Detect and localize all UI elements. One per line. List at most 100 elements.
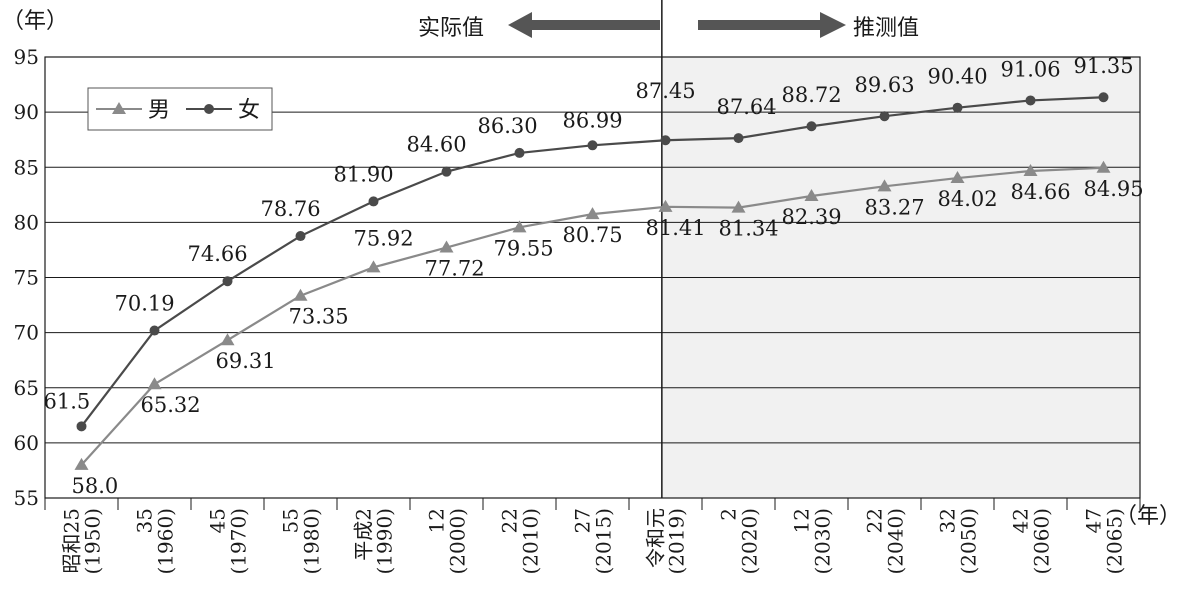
data-point	[439, 240, 454, 253]
x-tick-label: 令和元(2019)	[644, 508, 689, 575]
x-tick-label-era: 42	[1009, 508, 1033, 533]
data-label: 84.95	[1084, 177, 1144, 201]
data-point	[879, 111, 890, 122]
data-label: 87.64	[717, 95, 777, 119]
x-tick-label-era: 昭和25	[60, 508, 84, 573]
data-label: 91.35	[1074, 54, 1134, 78]
data-label: 83.27	[865, 195, 925, 219]
x-tick-label-era: 2	[717, 508, 741, 521]
data-label: 81.41	[646, 216, 706, 240]
legend-triangle-marker	[112, 102, 126, 114]
x-tick-label-year: (2040)	[884, 508, 908, 575]
data-point	[950, 171, 965, 184]
legend-label-male: 男	[148, 98, 170, 123]
x-tick-label: 47(2065)	[1082, 508, 1127, 575]
data-label: 89.63	[855, 73, 915, 97]
data-point	[147, 377, 162, 390]
data-point	[733, 133, 744, 144]
x-tick-label-era: 22	[863, 508, 887, 533]
data-label: 90.40	[928, 65, 988, 89]
data-label: 58.0	[72, 474, 119, 498]
x-tick-label-era: 27	[571, 508, 595, 533]
data-point	[1096, 160, 1111, 173]
x-tick-label: 平成2(1990)	[352, 508, 397, 575]
data-label: 70.19	[115, 292, 175, 316]
x-tick-label-year: (2020)	[738, 508, 762, 575]
y-tick-label: 55	[14, 486, 39, 510]
y-tick-label: 65	[14, 376, 39, 400]
x-tick-label-year: (2050)	[957, 508, 981, 575]
data-label: 75.92	[354, 226, 414, 250]
data-point	[76, 421, 87, 432]
y-tick-label: 90	[14, 100, 39, 124]
data-point	[1023, 163, 1038, 176]
left-arrow-icon	[508, 12, 660, 38]
x-tick-label-era: 47	[1082, 508, 1106, 533]
x-tick-label-year: (1980)	[300, 508, 324, 575]
data-label: 84.66	[1011, 180, 1071, 204]
x-tick-label-year: (2019)	[665, 508, 689, 575]
x-axis-unit-label: （年）	[1115, 504, 1181, 529]
y-tick-label: 75	[14, 266, 39, 290]
actual-values-header: 实际值	[418, 16, 484, 41]
x-tick-label-year: (1970)	[227, 508, 251, 575]
data-label: 84.02	[938, 187, 998, 211]
data-label: 77.72	[425, 257, 485, 281]
data-point	[512, 220, 527, 233]
data-point	[220, 333, 235, 346]
x-tick-label: 45(1970)	[206, 508, 251, 575]
data-label: 86.30	[478, 114, 538, 138]
data-label: 86.99	[563, 108, 623, 132]
data-label: 87.45	[636, 79, 696, 103]
series-layer: 58.0 65.32 69.31 73.35 75.92 77.72 79.55 80.75 8…	[44, 54, 1144, 498]
data-point	[222, 276, 233, 287]
x-tick-label-year: (2015)	[592, 508, 616, 575]
data-point	[806, 121, 817, 132]
data-point	[1025, 95, 1036, 106]
x-tick-label: 昭和25(1950)	[60, 508, 105, 575]
data-point	[293, 288, 308, 301]
x-tick-label: 35(1960)	[133, 508, 178, 575]
x-tick-label: 27(2015)	[571, 508, 616, 575]
data-label: 78.76	[261, 197, 321, 221]
data-label: 81.90	[334, 162, 394, 186]
x-tick-label-era: 12	[790, 508, 814, 533]
x-tick-label: 12(2030)	[790, 508, 835, 575]
x-tick-label-year: (2065)	[1103, 508, 1127, 575]
x-tick-label: 32(2050)	[936, 508, 981, 575]
x-tick-label: 2(2020)	[717, 508, 762, 575]
x-tick-label-year: (2030)	[811, 508, 835, 575]
data-point	[295, 231, 306, 242]
data-label: 74.66	[188, 242, 248, 266]
data-point	[585, 207, 600, 220]
data-point	[877, 179, 892, 192]
data-point	[952, 102, 963, 113]
y-tick-label: 95	[14, 45, 39, 69]
x-tick-label-year: (1990)	[373, 508, 397, 575]
x-tick-label-era: 12	[425, 508, 449, 533]
legend-circle-marker	[204, 104, 214, 114]
data-label: 80.75	[563, 223, 623, 247]
data-point	[514, 147, 525, 158]
data-label: 73.35	[289, 305, 349, 329]
x-tick-label-year: (1950)	[81, 508, 105, 575]
x-tick-label: 12(2000)	[425, 508, 470, 575]
x-tick-label-era: 平成2	[352, 508, 376, 561]
x-tick-label-year: (2000)	[446, 508, 470, 575]
x-tick-label: 42(2060)	[1009, 508, 1054, 575]
data-point	[368, 196, 379, 207]
data-label: 65.32	[141, 393, 201, 417]
data-point	[149, 325, 160, 336]
legend: 男 女	[87, 87, 273, 131]
x-tick-label-year: (2060)	[1030, 508, 1054, 575]
data-point	[804, 189, 819, 202]
y-axis-unit-label: （年）	[2, 9, 68, 34]
data-point	[1098, 92, 1109, 103]
data-point	[74, 457, 89, 470]
legend-label-female: 女	[238, 98, 260, 123]
data-point	[441, 166, 452, 177]
y-tick-label: 60	[14, 431, 39, 455]
data-label: 69.31	[216, 349, 276, 373]
right-arrow-icon	[698, 12, 846, 38]
